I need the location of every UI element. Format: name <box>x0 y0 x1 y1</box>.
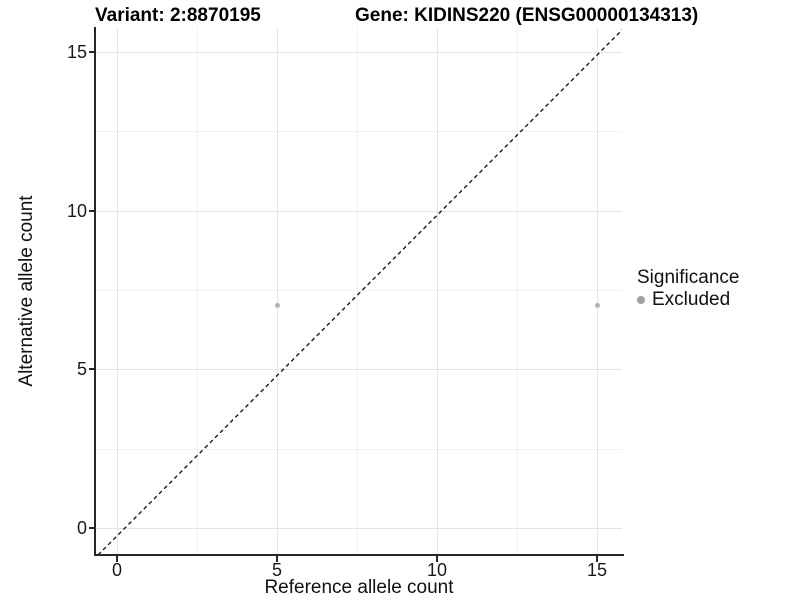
y-tick <box>89 527 95 529</box>
gridline-major-h <box>96 528 622 529</box>
gridline-minor-v <box>197 28 198 554</box>
x-axis-title: Reference allele count <box>264 577 454 598</box>
gridline-minor-h <box>96 290 622 291</box>
identity-line <box>97 29 622 555</box>
x-tick <box>596 556 598 562</box>
legend-point-icon <box>637 296 645 304</box>
legend: Significance Excluded <box>637 266 739 311</box>
y-tick-label: 10 <box>66 201 87 221</box>
x-tick-label: 0 <box>111 560 122 580</box>
gridline-major-v <box>277 28 278 554</box>
x-tick <box>276 556 278 562</box>
legend-entry-label: Excluded <box>652 289 731 310</box>
x-tick <box>436 556 438 562</box>
data-point <box>274 303 280 309</box>
legend-entry-excluded: Excluded <box>637 289 739 311</box>
plot-title-gene: Gene: KIDINS220 (ENSG00000134313) <box>355 5 699 26</box>
y-tick-label: 15 <box>66 42 87 62</box>
gridline-minor-v <box>357 28 358 554</box>
x-tick-label: 10 <box>426 560 448 580</box>
x-tick-label: 5 <box>271 560 282 580</box>
gridline-major-h <box>96 52 622 53</box>
gridline-major-h <box>96 211 622 212</box>
data-point <box>594 303 600 309</box>
y-tick-label: 5 <box>76 359 87 379</box>
gridline-major-v <box>117 28 118 554</box>
y-axis-title: Alternative allele count <box>16 195 37 387</box>
x-axis-line <box>94 554 624 556</box>
gridline-major-v <box>597 28 598 554</box>
x-tick-label: 15 <box>586 560 608 580</box>
gridline-major-h <box>96 369 622 370</box>
y-tick <box>89 368 95 370</box>
plot-title-variant: Variant: 2:8870195 <box>95 5 261 26</box>
gridline-minor-h <box>96 131 622 132</box>
y-axis-line <box>94 27 96 556</box>
gridline-minor-v <box>517 28 518 554</box>
identity-line-layer <box>97 29 622 555</box>
x-tick <box>116 556 118 562</box>
y-tick <box>89 210 95 212</box>
gridline-minor-h <box>96 449 622 450</box>
y-tick <box>89 51 95 53</box>
legend-title: Significance <box>637 267 740 288</box>
y-tick-label: 0 <box>76 518 87 538</box>
gridline-major-v <box>437 28 438 554</box>
